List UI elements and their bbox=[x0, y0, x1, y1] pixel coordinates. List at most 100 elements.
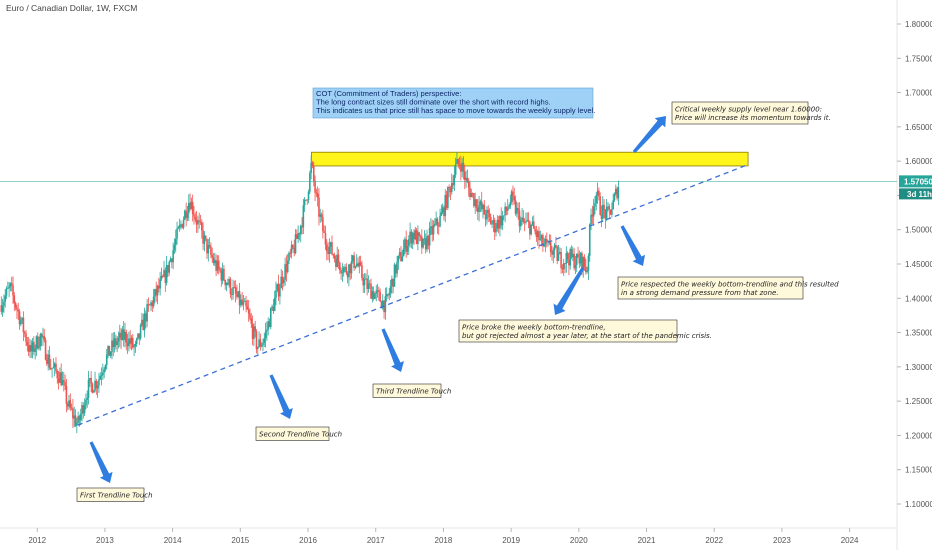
candle-body bbox=[14, 302, 17, 308]
candle-body bbox=[216, 260, 219, 271]
candle-body bbox=[52, 367, 55, 369]
candle-body bbox=[497, 219, 500, 229]
arrow-shape bbox=[381, 328, 404, 373]
arrow-shape bbox=[269, 374, 293, 419]
candle-body bbox=[139, 325, 142, 339]
candle-body bbox=[551, 252, 553, 255]
candle-body bbox=[480, 201, 483, 210]
candle-body bbox=[286, 260, 289, 273]
candle-body bbox=[604, 210, 607, 220]
candle-body bbox=[322, 217, 324, 232]
candle-body bbox=[302, 205, 305, 228]
candle-body bbox=[122, 329, 125, 340]
candle-body bbox=[85, 399, 87, 406]
candle-body bbox=[17, 309, 20, 312]
note-broke-trendline-text: Price broke the weekly bottom-trendline, bbox=[462, 324, 606, 332]
candle-body bbox=[105, 354, 108, 365]
candle-body bbox=[292, 244, 294, 248]
candle-body bbox=[30, 344, 33, 352]
candle-body bbox=[506, 208, 509, 211]
candle-body bbox=[357, 263, 359, 267]
candle-body bbox=[465, 177, 467, 181]
candle-body bbox=[288, 252, 290, 261]
candle-body bbox=[375, 290, 378, 294]
candle-body bbox=[437, 225, 440, 227]
candle-body bbox=[496, 219, 499, 229]
candle-body bbox=[82, 405, 85, 414]
candle-body bbox=[273, 297, 276, 312]
candle-body bbox=[499, 215, 501, 229]
candle-body bbox=[612, 200, 614, 210]
candle-body bbox=[117, 337, 120, 342]
candle-body bbox=[532, 221, 535, 229]
annotation-arrow bbox=[620, 225, 646, 267]
candle-body bbox=[456, 159, 458, 165]
candle-body bbox=[617, 187, 620, 199]
candle-body bbox=[203, 235, 206, 244]
overlay-layer: 1.57050 3d 11h bbox=[0, 116, 932, 484]
candle-body bbox=[332, 254, 335, 256]
candle-body bbox=[126, 342, 129, 347]
candle-body bbox=[422, 238, 424, 248]
candle-body bbox=[595, 195, 598, 204]
candle-body bbox=[76, 423, 78, 426]
candle-body bbox=[306, 199, 309, 201]
candle-body bbox=[607, 206, 609, 208]
note-first-touch-box bbox=[76, 487, 145, 502]
candle-body bbox=[208, 244, 211, 247]
candle-body bbox=[152, 296, 155, 307]
candle-body bbox=[513, 196, 516, 201]
candle-body bbox=[242, 301, 245, 305]
candle-body bbox=[64, 381, 66, 386]
candle-body bbox=[215, 260, 217, 271]
candle-body bbox=[557, 253, 560, 261]
candle-body bbox=[121, 329, 124, 340]
candle-body bbox=[42, 336, 44, 338]
candle-body bbox=[410, 231, 413, 244]
candle-body bbox=[491, 223, 493, 225]
candle-body bbox=[598, 190, 600, 197]
candle-body bbox=[535, 231, 538, 237]
candle-body bbox=[38, 346, 40, 349]
candle-body bbox=[579, 253, 582, 264]
candle-body bbox=[177, 227, 180, 229]
candle-body bbox=[609, 209, 612, 215]
candle-body bbox=[90, 378, 92, 384]
candle-body bbox=[436, 218, 439, 226]
candle-body bbox=[159, 279, 161, 289]
candle-body bbox=[12, 285, 14, 296]
candle-body bbox=[396, 261, 398, 274]
candle-body bbox=[432, 225, 435, 235]
candle-body bbox=[561, 267, 564, 270]
candle-body bbox=[378, 290, 380, 293]
y-tick-label: 1.75000 bbox=[905, 54, 932, 63]
candle-body bbox=[591, 214, 594, 217]
candle-body bbox=[389, 286, 392, 294]
candle-body bbox=[289, 252, 292, 254]
candle-body bbox=[23, 332, 26, 334]
candle-body bbox=[469, 187, 471, 198]
candle-body bbox=[401, 256, 404, 261]
candle-body bbox=[423, 238, 426, 240]
candle-body bbox=[178, 224, 181, 228]
candle-body bbox=[577, 253, 579, 258]
candle-body bbox=[147, 304, 150, 305]
candle-body bbox=[25, 333, 27, 343]
candle-body bbox=[596, 190, 599, 196]
candle-body bbox=[344, 266, 346, 268]
candle-body bbox=[394, 264, 397, 274]
candle-body bbox=[234, 287, 237, 294]
candle-body bbox=[27, 345, 30, 352]
candle-body bbox=[454, 164, 457, 175]
candle-body bbox=[346, 273, 349, 278]
candle-body bbox=[460, 164, 462, 172]
candle-body bbox=[516, 208, 518, 214]
cot-text: The long contract sizes still dominate o… bbox=[316, 98, 551, 107]
candle-body bbox=[281, 276, 284, 284]
note-third-touch-box bbox=[372, 383, 442, 398]
candle-body bbox=[98, 379, 100, 386]
candle-body bbox=[486, 209, 488, 220]
y-tick-label: 1.20000 bbox=[905, 431, 932, 440]
candle-body bbox=[441, 207, 444, 213]
candle-body bbox=[77, 416, 79, 424]
